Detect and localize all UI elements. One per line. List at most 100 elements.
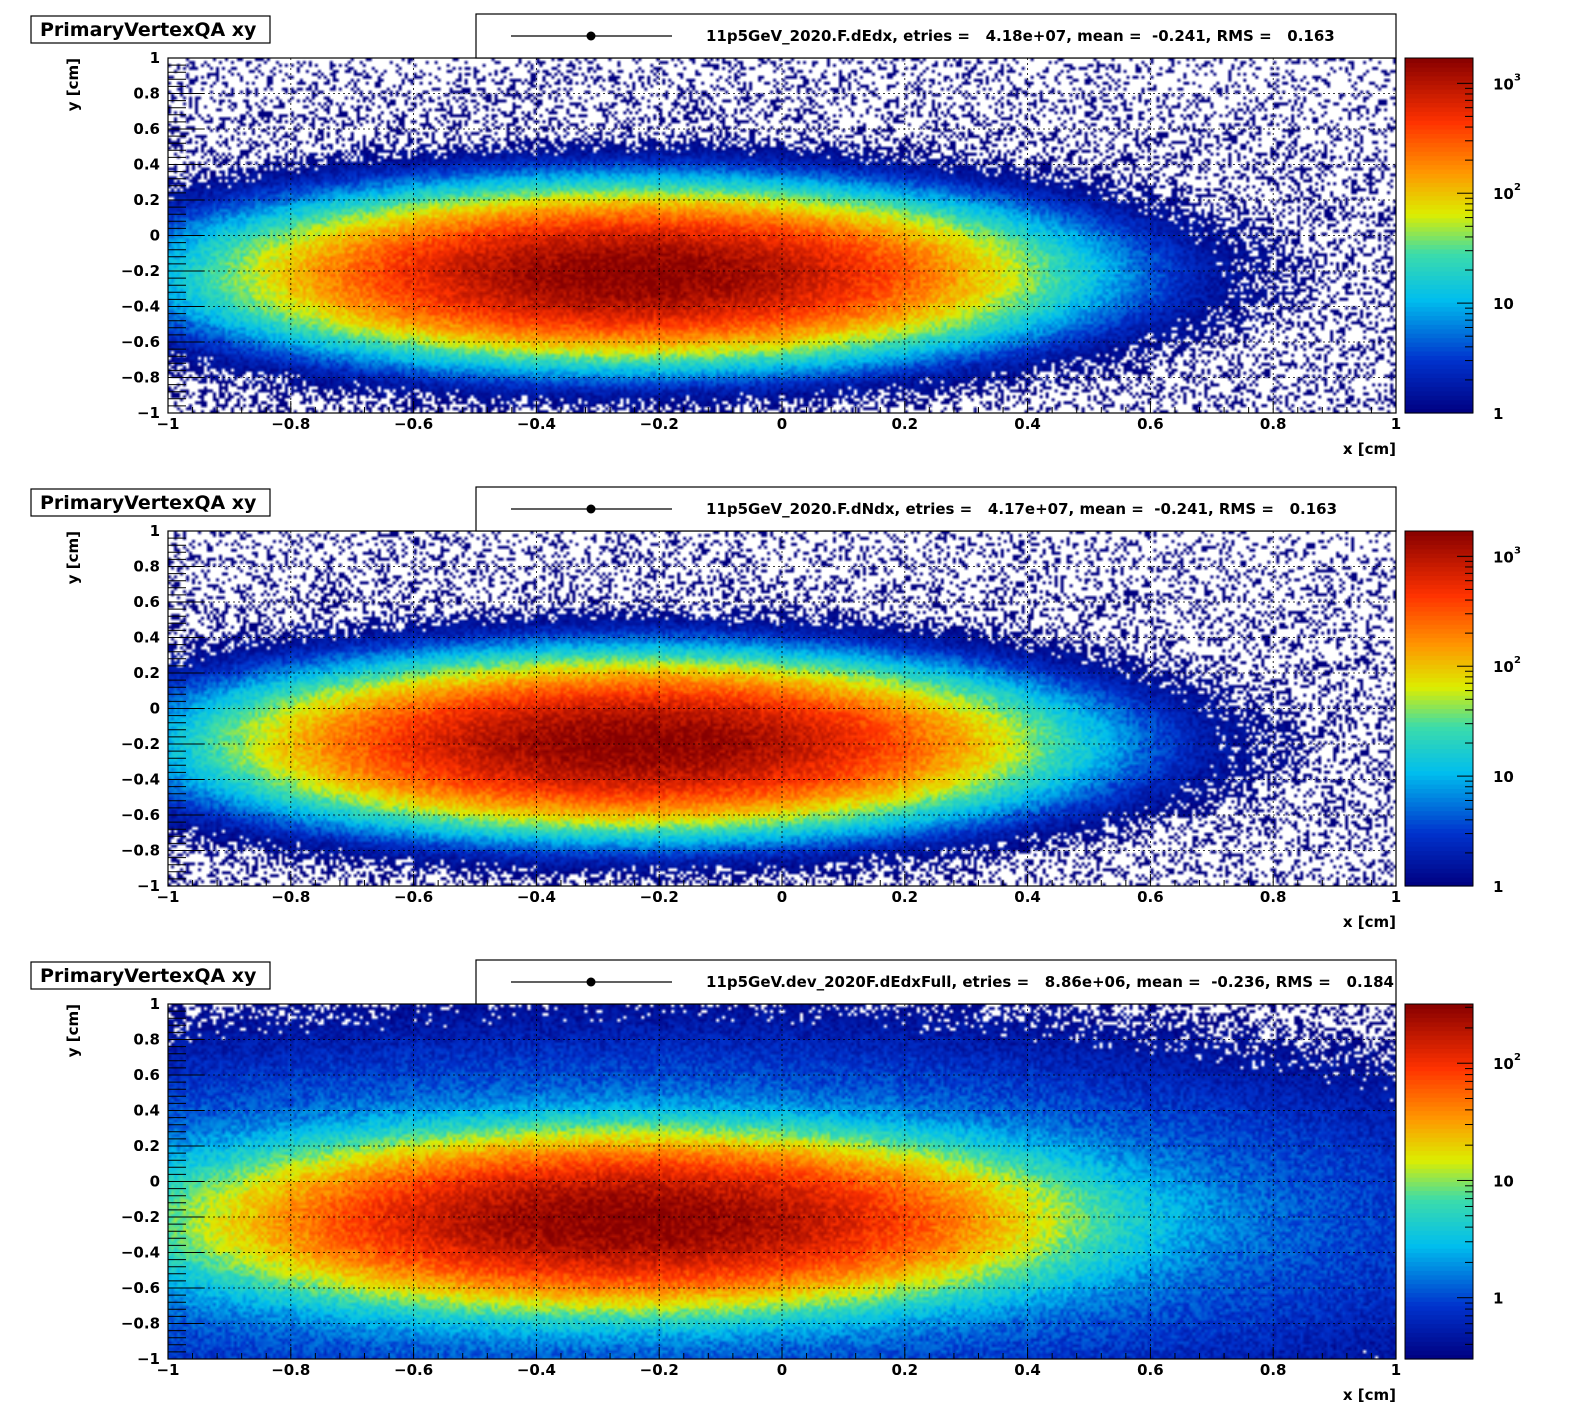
color-bar-segment — [1405, 641, 1473, 647]
x-tick-label: −0.6 — [394, 415, 433, 433]
color-bar-segment — [1405, 1239, 1473, 1245]
x-tick-label: −0.2 — [640, 415, 679, 433]
color-bar-segment — [1405, 1221, 1473, 1227]
x-tick-label: 0.2 — [892, 1361, 919, 1379]
color-bar-segment — [1405, 681, 1473, 687]
color-bar-segment — [1405, 628, 1473, 634]
color-bar-label-exponent: 2 — [1514, 655, 1521, 666]
color-bar-segment — [1405, 1110, 1473, 1116]
x-tick-label: 0.4 — [1014, 888, 1041, 906]
color-bar-segment — [1405, 690, 1473, 696]
color-bar-segment — [1405, 381, 1473, 387]
color-bar-segment — [1405, 328, 1473, 334]
x-tick-label: 0.6 — [1137, 888, 1164, 906]
color-bar-segment — [1405, 1265, 1473, 1271]
color-bar-segment — [1405, 1088, 1473, 1094]
x-tick-label: −0.2 — [640, 1361, 679, 1379]
color-bar-segment — [1405, 368, 1473, 374]
color-bar-segment — [1405, 673, 1473, 679]
color-bar-segment — [1405, 1199, 1473, 1205]
x-tick-label: 0.2 — [892, 415, 919, 433]
color-bar-segment — [1405, 872, 1473, 878]
color-bar-segment — [1405, 1283, 1473, 1289]
color-bar-segment — [1405, 1230, 1473, 1236]
color-bar-segment — [1405, 302, 1473, 308]
color-bar-segment — [1405, 173, 1473, 179]
color-bar-segment — [1405, 1083, 1473, 1089]
color-bar-segment — [1405, 863, 1473, 869]
x-axis-title: x [cm] — [1343, 1386, 1396, 1404]
color-bar-segment — [1405, 248, 1473, 254]
y-axis-title: y [cm] — [64, 531, 82, 584]
color-bar-segment — [1405, 1194, 1473, 1200]
color-bar-segment — [1405, 102, 1473, 108]
color-bar-frame — [1404, 57, 1474, 414]
color-bar-segment — [1405, 726, 1473, 732]
color-bar-frame — [1404, 530, 1474, 887]
color-bar-segment — [1405, 408, 1473, 414]
color-bar-segment — [1405, 783, 1473, 789]
color-bar-segment — [1405, 1132, 1473, 1138]
y-tick-label: −0.2 — [121, 262, 160, 280]
legend-marker-dot — [586, 504, 596, 514]
color-bar-segment — [1405, 151, 1473, 157]
color-bar-segment — [1405, 266, 1473, 272]
color-bar-segment — [1405, 1039, 1473, 1045]
color-bar-segment — [1405, 775, 1473, 781]
x-tick-label: −1 — [156, 415, 179, 433]
y-tick-label: −0.4 — [121, 1244, 160, 1262]
x-tick-label: −0.8 — [271, 415, 310, 433]
color-bar-label: 10 — [1493, 1172, 1514, 1190]
chart-panel-1: −1 −0.8 −0.6 −0.4 −0.2 0 0.2 0.4 0.6 0.8 1 −1 −0.8 −0… — [30, 13, 1521, 458]
color-bar-segment — [1405, 1146, 1473, 1152]
color-bar-segment — [1405, 704, 1473, 710]
color-bar-segment — [1405, 58, 1473, 64]
chart-title: PrimaryVertexQA xy — [40, 19, 257, 41]
color-bar-segment — [1405, 137, 1473, 143]
color-bar-segment — [1405, 253, 1473, 259]
color-bar-label: 10 — [1493, 75, 1514, 93]
color-bar-label-exponent: 2 — [1514, 182, 1521, 193]
color-bar-segment — [1405, 1292, 1473, 1298]
color-bar-segment — [1405, 89, 1473, 95]
color-bar-segment — [1405, 364, 1473, 370]
color-bar-segment — [1405, 1185, 1473, 1191]
title-box — [30, 15, 271, 44]
color-bar-segment — [1405, 1137, 1473, 1143]
color-bar-segment — [1405, 155, 1473, 161]
y-tick-label: −0.4 — [121, 298, 160, 316]
color-bar-segment — [1405, 1345, 1473, 1351]
x-tick-label: 1 — [1391, 888, 1401, 906]
color-bar-segment — [1405, 597, 1473, 603]
color-bar-segment — [1405, 748, 1473, 754]
y-tick-label: 0.8 — [133, 1031, 160, 1049]
x-tick-label: 0 — [777, 415, 787, 433]
color-bar-segment — [1405, 823, 1473, 829]
x-tick-label: 0 — [777, 1361, 787, 1379]
color-bar-segment — [1405, 1208, 1473, 1214]
color-bar-segment — [1405, 1190, 1473, 1196]
color-bar-segment — [1405, 770, 1473, 776]
color-bar-segment — [1405, 355, 1473, 361]
color-bar-segment — [1405, 129, 1473, 135]
color-bar-segment — [1405, 1097, 1473, 1103]
color-bar-segment — [1405, 271, 1473, 277]
color-bar-frame — [1404, 1003, 1474, 1360]
color-bar-segment — [1405, 133, 1473, 139]
color-bar-segment — [1405, 1012, 1473, 1018]
x-tick-label: −0.2 — [640, 888, 679, 906]
color-bar-segment — [1405, 191, 1473, 197]
color-bar-segment — [1405, 342, 1473, 348]
x-tick-label: 0.4 — [1014, 1361, 1041, 1379]
y-tick-label: −0.2 — [121, 1208, 160, 1226]
y-tick-label: −0.6 — [121, 333, 160, 351]
color-bar-segment — [1405, 606, 1473, 612]
legend-label: 11p5GeV.dev_2020F.dEdxFull, etries = 8.8… — [706, 973, 1394, 991]
color-bar-segment — [1405, 1177, 1473, 1183]
color-bar-segment — [1405, 859, 1473, 865]
color-bar-segment — [1405, 646, 1473, 652]
color-bar-segment — [1405, 1101, 1473, 1107]
x-tick-label: −0.8 — [271, 1361, 310, 1379]
